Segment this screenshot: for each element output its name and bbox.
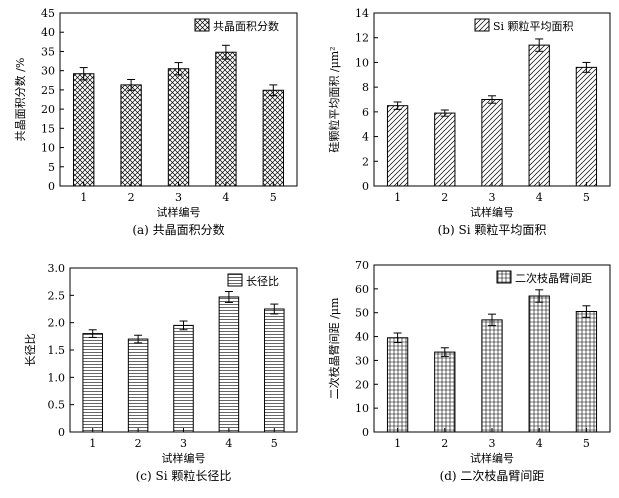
- bar: [218, 296, 240, 433]
- y-tick-label: 20: [41, 103, 55, 116]
- y-tick-label: 0: [362, 180, 369, 193]
- x-axis-label: 试样编号: [470, 451, 514, 465]
- bar: [386, 337, 409, 433]
- panel-caption: (d) 二次枝晶臂间距: [440, 468, 545, 483]
- y-tick-label: 14: [355, 7, 369, 20]
- y-tick-label: 25: [41, 84, 55, 97]
- x-tick-label: 4: [536, 191, 543, 204]
- x-tick-label: 1: [80, 191, 87, 204]
- bar: [167, 68, 190, 187]
- legend-label: 长径比: [246, 275, 279, 288]
- y-axis-label: 长径比: [24, 334, 37, 367]
- x-tick-label: 3: [489, 437, 496, 450]
- bar: [215, 51, 237, 187]
- y-tick-label: 10: [355, 402, 369, 415]
- legend-swatch: [474, 18, 490, 32]
- y-tick-label: 70: [355, 259, 369, 272]
- legend-label: 二次枝晶臂间距: [515, 271, 592, 285]
- y-axis-label: 共晶面积分数 /%: [14, 58, 27, 142]
- y-tick-label: 60: [355, 283, 369, 296]
- bar: [528, 295, 550, 433]
- x-axis-label: 试样编号: [470, 205, 514, 219]
- x-tick-label: 3: [489, 191, 496, 204]
- y-tick-label: 10: [355, 56, 369, 69]
- bar: [528, 44, 550, 187]
- bar: [434, 112, 456, 187]
- x-tick-label: 4: [225, 437, 232, 450]
- bar: [73, 73, 95, 187]
- y-tick-label: 10: [41, 142, 55, 155]
- y-tick-label: 0: [58, 426, 65, 439]
- y-tick-label: 1.0: [48, 371, 66, 384]
- bar: [82, 333, 103, 433]
- x-tick-label: 4: [536, 437, 543, 450]
- y-tick-label: 30: [41, 65, 55, 78]
- y-tick-label: 12: [355, 32, 369, 45]
- x-tick-label: 1: [89, 437, 96, 450]
- x-tick-label: 5: [583, 437, 590, 450]
- x-tick-label: 1: [394, 191, 401, 204]
- bar: [481, 319, 503, 433]
- legend-swatch: [496, 270, 512, 284]
- y-axis-label: 二次枝晶臂间距 /μm: [327, 297, 341, 399]
- y-tick-label: 0.5: [48, 399, 66, 412]
- x-axis-label: 试样编号: [162, 451, 206, 465]
- x-tick-label: 2: [128, 191, 135, 204]
- y-tick-label: 20: [355, 378, 369, 391]
- y-tick-label: 3.0: [48, 262, 66, 275]
- bar: [127, 338, 149, 433]
- y-axis-label: 硅颗粒平均面积 /μm²: [327, 46, 341, 152]
- y-tick-label: 0: [48, 180, 55, 193]
- legend-label: Si 颗粒平均面积: [493, 19, 574, 33]
- bar: [575, 311, 598, 433]
- y-tick-label: 40: [41, 26, 55, 39]
- x-tick-label: 2: [135, 437, 142, 450]
- y-tick-label: 35: [41, 45, 55, 58]
- y-tick-label: 8: [362, 81, 369, 94]
- x-tick-label: 3: [175, 191, 182, 204]
- panel-caption: (c) Si 颗粒长径比: [136, 468, 232, 483]
- x-tick-label: 4: [222, 191, 229, 204]
- y-tick-label: 2: [362, 155, 369, 168]
- x-tick-label: 5: [270, 191, 277, 204]
- bar: [120, 84, 142, 187]
- y-tick-label: 2.5: [48, 289, 66, 302]
- bar: [262, 89, 284, 187]
- y-tick-label: 4: [362, 131, 369, 144]
- legend-swatch: [194, 18, 210, 32]
- x-tick-label: 3: [180, 437, 187, 450]
- y-tick-label: 1.5: [48, 344, 66, 357]
- panel-caption: (a) 共晶面积分数: [132, 222, 224, 237]
- bar: [434, 351, 456, 433]
- y-tick-label: 2.0: [48, 317, 66, 330]
- bar: [575, 66, 598, 187]
- bar: [173, 324, 194, 433]
- y-tick-label: 50: [355, 307, 369, 320]
- x-tick-label: 1: [394, 437, 401, 450]
- bar: [481, 99, 503, 187]
- y-tick-label: 30: [355, 354, 369, 367]
- y-tick-label: 5: [48, 161, 55, 174]
- y-tick-label: 6: [362, 106, 369, 119]
- legend-label: 共晶面积分数: [213, 20, 279, 33]
- x-axis-label: 试样编号: [157, 205, 201, 219]
- y-tick-label: 40: [355, 331, 369, 344]
- x-tick-label: 2: [441, 437, 448, 450]
- x-tick-label: 5: [271, 437, 278, 450]
- y-tick-label: 15: [41, 122, 55, 135]
- y-tick-label: 45: [41, 7, 55, 20]
- y-tick-label: 0: [362, 426, 369, 439]
- x-tick-label: 5: [583, 191, 590, 204]
- legend-swatch: [227, 273, 243, 287]
- bar: [386, 105, 409, 187]
- bar: [264, 308, 285, 433]
- x-tick-label: 2: [441, 191, 448, 204]
- panel-caption: (b) Si 颗粒平均面积: [438, 222, 547, 237]
